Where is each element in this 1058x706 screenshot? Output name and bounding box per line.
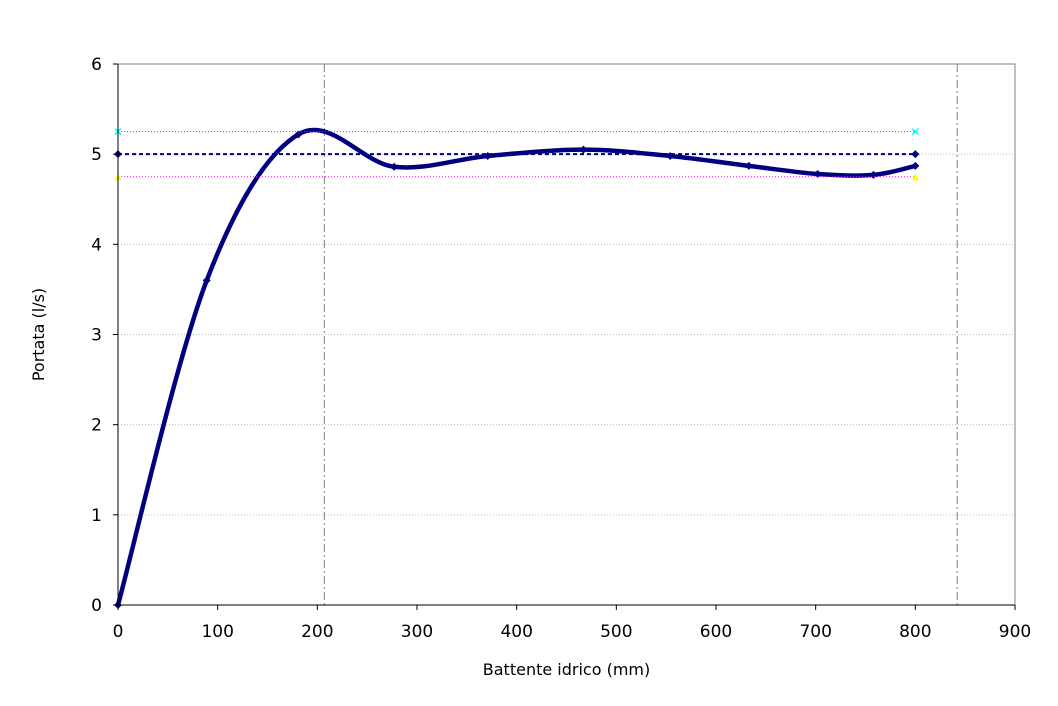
data-point-diamond — [390, 162, 399, 171]
series-0 — [114, 127, 920, 609]
axes — [113, 63, 1016, 610]
x-tick-label: 200 — [301, 622, 333, 642]
x-tick-label: 700 — [799, 622, 831, 642]
y-tick-label: 2 — [91, 416, 102, 436]
y-tick-label: 6 — [91, 55, 102, 75]
data-point-diamond — [869, 170, 878, 179]
x-tick-label: 800 — [899, 622, 931, 642]
data-point-diamond — [911, 150, 920, 159]
x-axis-title: Battente idrico (mm) — [483, 660, 650, 679]
data-point-diamond — [813, 170, 822, 179]
data-point-diamond — [579, 145, 588, 154]
y-tick-label: 1 — [91, 506, 102, 526]
x-tick-label: 100 — [201, 622, 233, 642]
tick-labels: 0 1 2 3 4 5 6 0 100 200 300 400 500 600 700 800 900 — [91, 55, 1031, 642]
series-2 — [114, 128, 919, 136]
data-point-diamond — [744, 161, 753, 170]
x-tick-label: 300 — [401, 622, 433, 642]
y-tick-label: 5 — [91, 145, 102, 165]
data-point-diamond — [294, 130, 303, 139]
y-tick-label: 3 — [91, 326, 102, 346]
x-tick-label: 600 — [700, 622, 732, 642]
series-line — [115, 127, 918, 608]
x-tick-label: 400 — [500, 622, 532, 642]
y-tick-label: 4 — [91, 235, 102, 255]
reference-lines — [323, 64, 958, 605]
y-tick-label: 0 — [91, 596, 102, 616]
data-point-triangle — [911, 173, 919, 181]
data-point-x — [911, 128, 919, 136]
x-tick-label: 500 — [600, 622, 632, 642]
x-tick-label: 0 — [113, 622, 124, 642]
x-tick-label: 900 — [999, 622, 1031, 642]
data-point-diamond — [202, 276, 211, 285]
series-layer — [114, 127, 920, 609]
y-axis-title: Portata (l/s) — [29, 288, 48, 381]
data-point-diamond — [911, 161, 920, 170]
